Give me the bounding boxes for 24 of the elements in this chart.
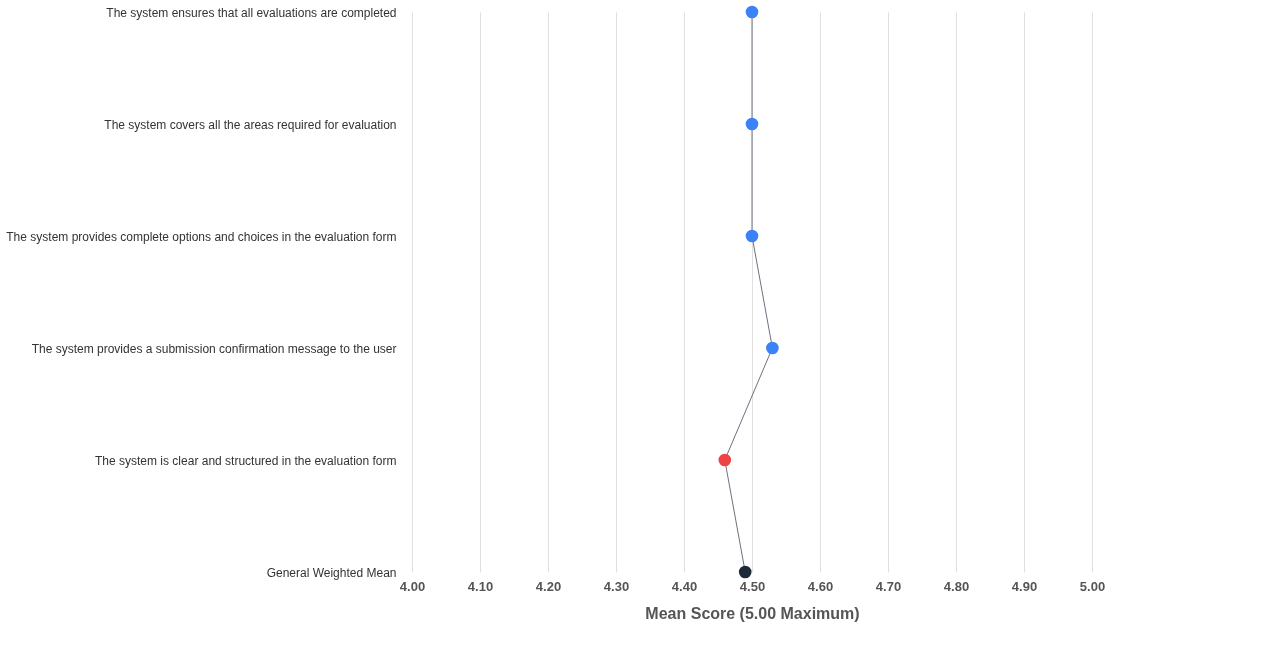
- point: [766, 341, 779, 355]
- y-tick-label: The system ensures that all evaluations are completed: [106, 5, 397, 20]
- x-tick-label: 4.50: [739, 578, 766, 594]
- y-tick-label: General Weighted Mean: [266, 565, 397, 580]
- x-tick-label: 4.40: [671, 578, 698, 594]
- x-tick-label: 4.30: [603, 578, 630, 594]
- x-tick-label: 4.80: [943, 578, 970, 594]
- x-axis-title: Mean Score (5.00 Maximum): [645, 604, 860, 622]
- x-tick-label: 4.60: [807, 578, 834, 594]
- point: [745, 229, 759, 243]
- point: [745, 5, 759, 19]
- x-tick-label: 4.10: [467, 578, 494, 594]
- y-tick-label: The system provides complete options and choices in the evaluation form: [6, 229, 397, 244]
- x-tick-label: 4.00: [399, 578, 426, 594]
- y-tick-label: The system covers all the areas required for evaluation: [104, 117, 397, 132]
- y-tick-label: The system is clear and structured in the evaluation form: [95, 453, 397, 468]
- x-tick-label: 5.00: [1079, 578, 1106, 594]
- x-tick-label: 4.70: [875, 578, 902, 594]
- point: [745, 117, 759, 131]
- point: [738, 565, 752, 579]
- x-tick-label: 4.90: [1011, 578, 1038, 594]
- point: [718, 453, 732, 467]
- y-tick-label: The system provides a submission confirmation message to the user: [31, 341, 397, 356]
- x-tick-label: 4.20: [535, 578, 562, 594]
